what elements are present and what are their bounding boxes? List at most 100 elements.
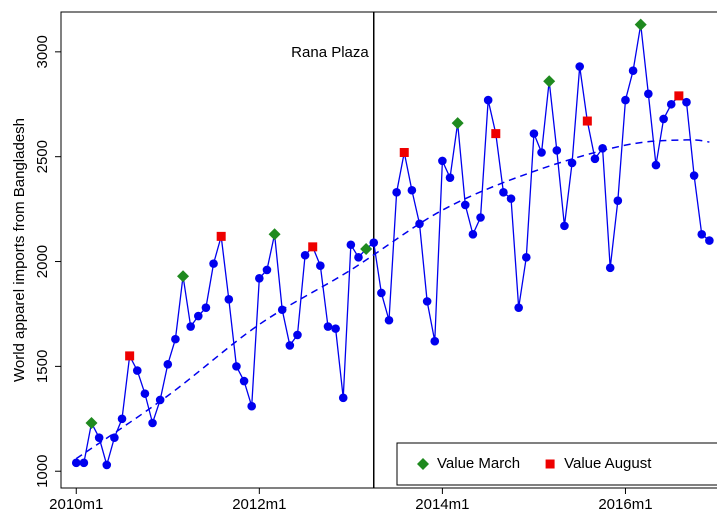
y-tick-label: 1500 xyxy=(34,350,51,383)
point xyxy=(499,188,508,197)
highlight-point xyxy=(268,228,281,241)
x-tick-label: 2010m1 xyxy=(49,496,103,513)
point xyxy=(285,341,295,350)
y-tick-label: 1000 xyxy=(34,455,51,488)
highlight-point xyxy=(85,416,98,429)
legend-box xyxy=(396,442,717,486)
legend-marker xyxy=(545,459,555,469)
point xyxy=(605,263,615,273)
point xyxy=(262,265,272,275)
event-label: Rana Plaza xyxy=(291,44,369,61)
y-tick-label: 2500 xyxy=(34,140,51,173)
point xyxy=(506,194,516,203)
point xyxy=(194,311,203,321)
point xyxy=(148,418,157,428)
point xyxy=(483,95,493,105)
highlight-point xyxy=(491,129,501,139)
point xyxy=(209,259,218,268)
point xyxy=(377,288,386,298)
point xyxy=(407,185,417,195)
highlight-point xyxy=(360,242,373,255)
point xyxy=(338,393,348,403)
point xyxy=(567,158,577,168)
point xyxy=(300,250,310,260)
point xyxy=(666,99,676,109)
x-tick-label: 2014m1 xyxy=(415,496,469,513)
highlight-point xyxy=(634,18,647,31)
point xyxy=(644,89,653,99)
point xyxy=(438,156,447,166)
point xyxy=(384,315,394,325)
point xyxy=(132,366,142,375)
point xyxy=(575,62,584,71)
point xyxy=(232,362,241,371)
point xyxy=(529,129,539,138)
legend-label: Value August xyxy=(564,455,652,472)
point xyxy=(224,294,234,304)
point xyxy=(445,173,455,182)
x-tick-label: 2012m1 xyxy=(232,496,286,513)
point xyxy=(514,303,523,312)
highlight-point xyxy=(582,116,592,126)
fit-line xyxy=(75,139,710,460)
highlight-point xyxy=(674,91,684,101)
point xyxy=(422,297,432,306)
point xyxy=(346,240,356,250)
point xyxy=(705,236,714,245)
point xyxy=(537,148,546,157)
point xyxy=(247,401,256,411)
point xyxy=(239,376,249,386)
highlight-point xyxy=(125,351,135,361)
highlight-point xyxy=(451,117,464,130)
point xyxy=(659,114,668,124)
point xyxy=(613,196,623,206)
highlight-point xyxy=(216,231,226,241)
point xyxy=(155,395,165,405)
y-axis-label: World apparel imports from Bangladesh xyxy=(11,118,28,382)
point xyxy=(476,213,485,222)
point xyxy=(71,458,81,468)
y-tick-label: 2000 xyxy=(34,245,51,278)
point xyxy=(621,95,630,105)
point xyxy=(628,66,638,76)
point xyxy=(522,253,531,262)
point xyxy=(163,359,173,369)
point xyxy=(598,143,607,153)
point xyxy=(430,336,440,346)
plot-frame xyxy=(60,11,717,489)
point xyxy=(354,253,363,262)
point xyxy=(415,219,424,229)
highlight-point xyxy=(399,147,409,157)
point xyxy=(323,322,333,331)
point xyxy=(201,303,211,312)
legend-label: Value March xyxy=(437,455,520,472)
point xyxy=(140,389,150,398)
point xyxy=(110,433,119,442)
legend-marker xyxy=(417,458,429,470)
series-line xyxy=(76,24,710,468)
point xyxy=(171,334,180,344)
point xyxy=(651,160,661,170)
point xyxy=(697,229,707,239)
point xyxy=(102,460,112,470)
point xyxy=(468,229,478,239)
point xyxy=(94,433,104,442)
point xyxy=(331,324,340,333)
point xyxy=(186,322,195,331)
y-tick-label: 3000 xyxy=(34,35,51,68)
point xyxy=(560,221,569,231)
highlight-point xyxy=(308,242,318,252)
point xyxy=(392,188,401,197)
point xyxy=(277,305,287,315)
highlight-point xyxy=(543,75,556,88)
point xyxy=(293,330,302,340)
point xyxy=(590,154,600,164)
point xyxy=(552,146,562,155)
x-tick-label: 2016m1 xyxy=(598,496,652,513)
point xyxy=(369,238,379,247)
point xyxy=(255,274,264,283)
point xyxy=(117,414,127,424)
point xyxy=(79,458,89,468)
highlight-point xyxy=(177,270,190,283)
